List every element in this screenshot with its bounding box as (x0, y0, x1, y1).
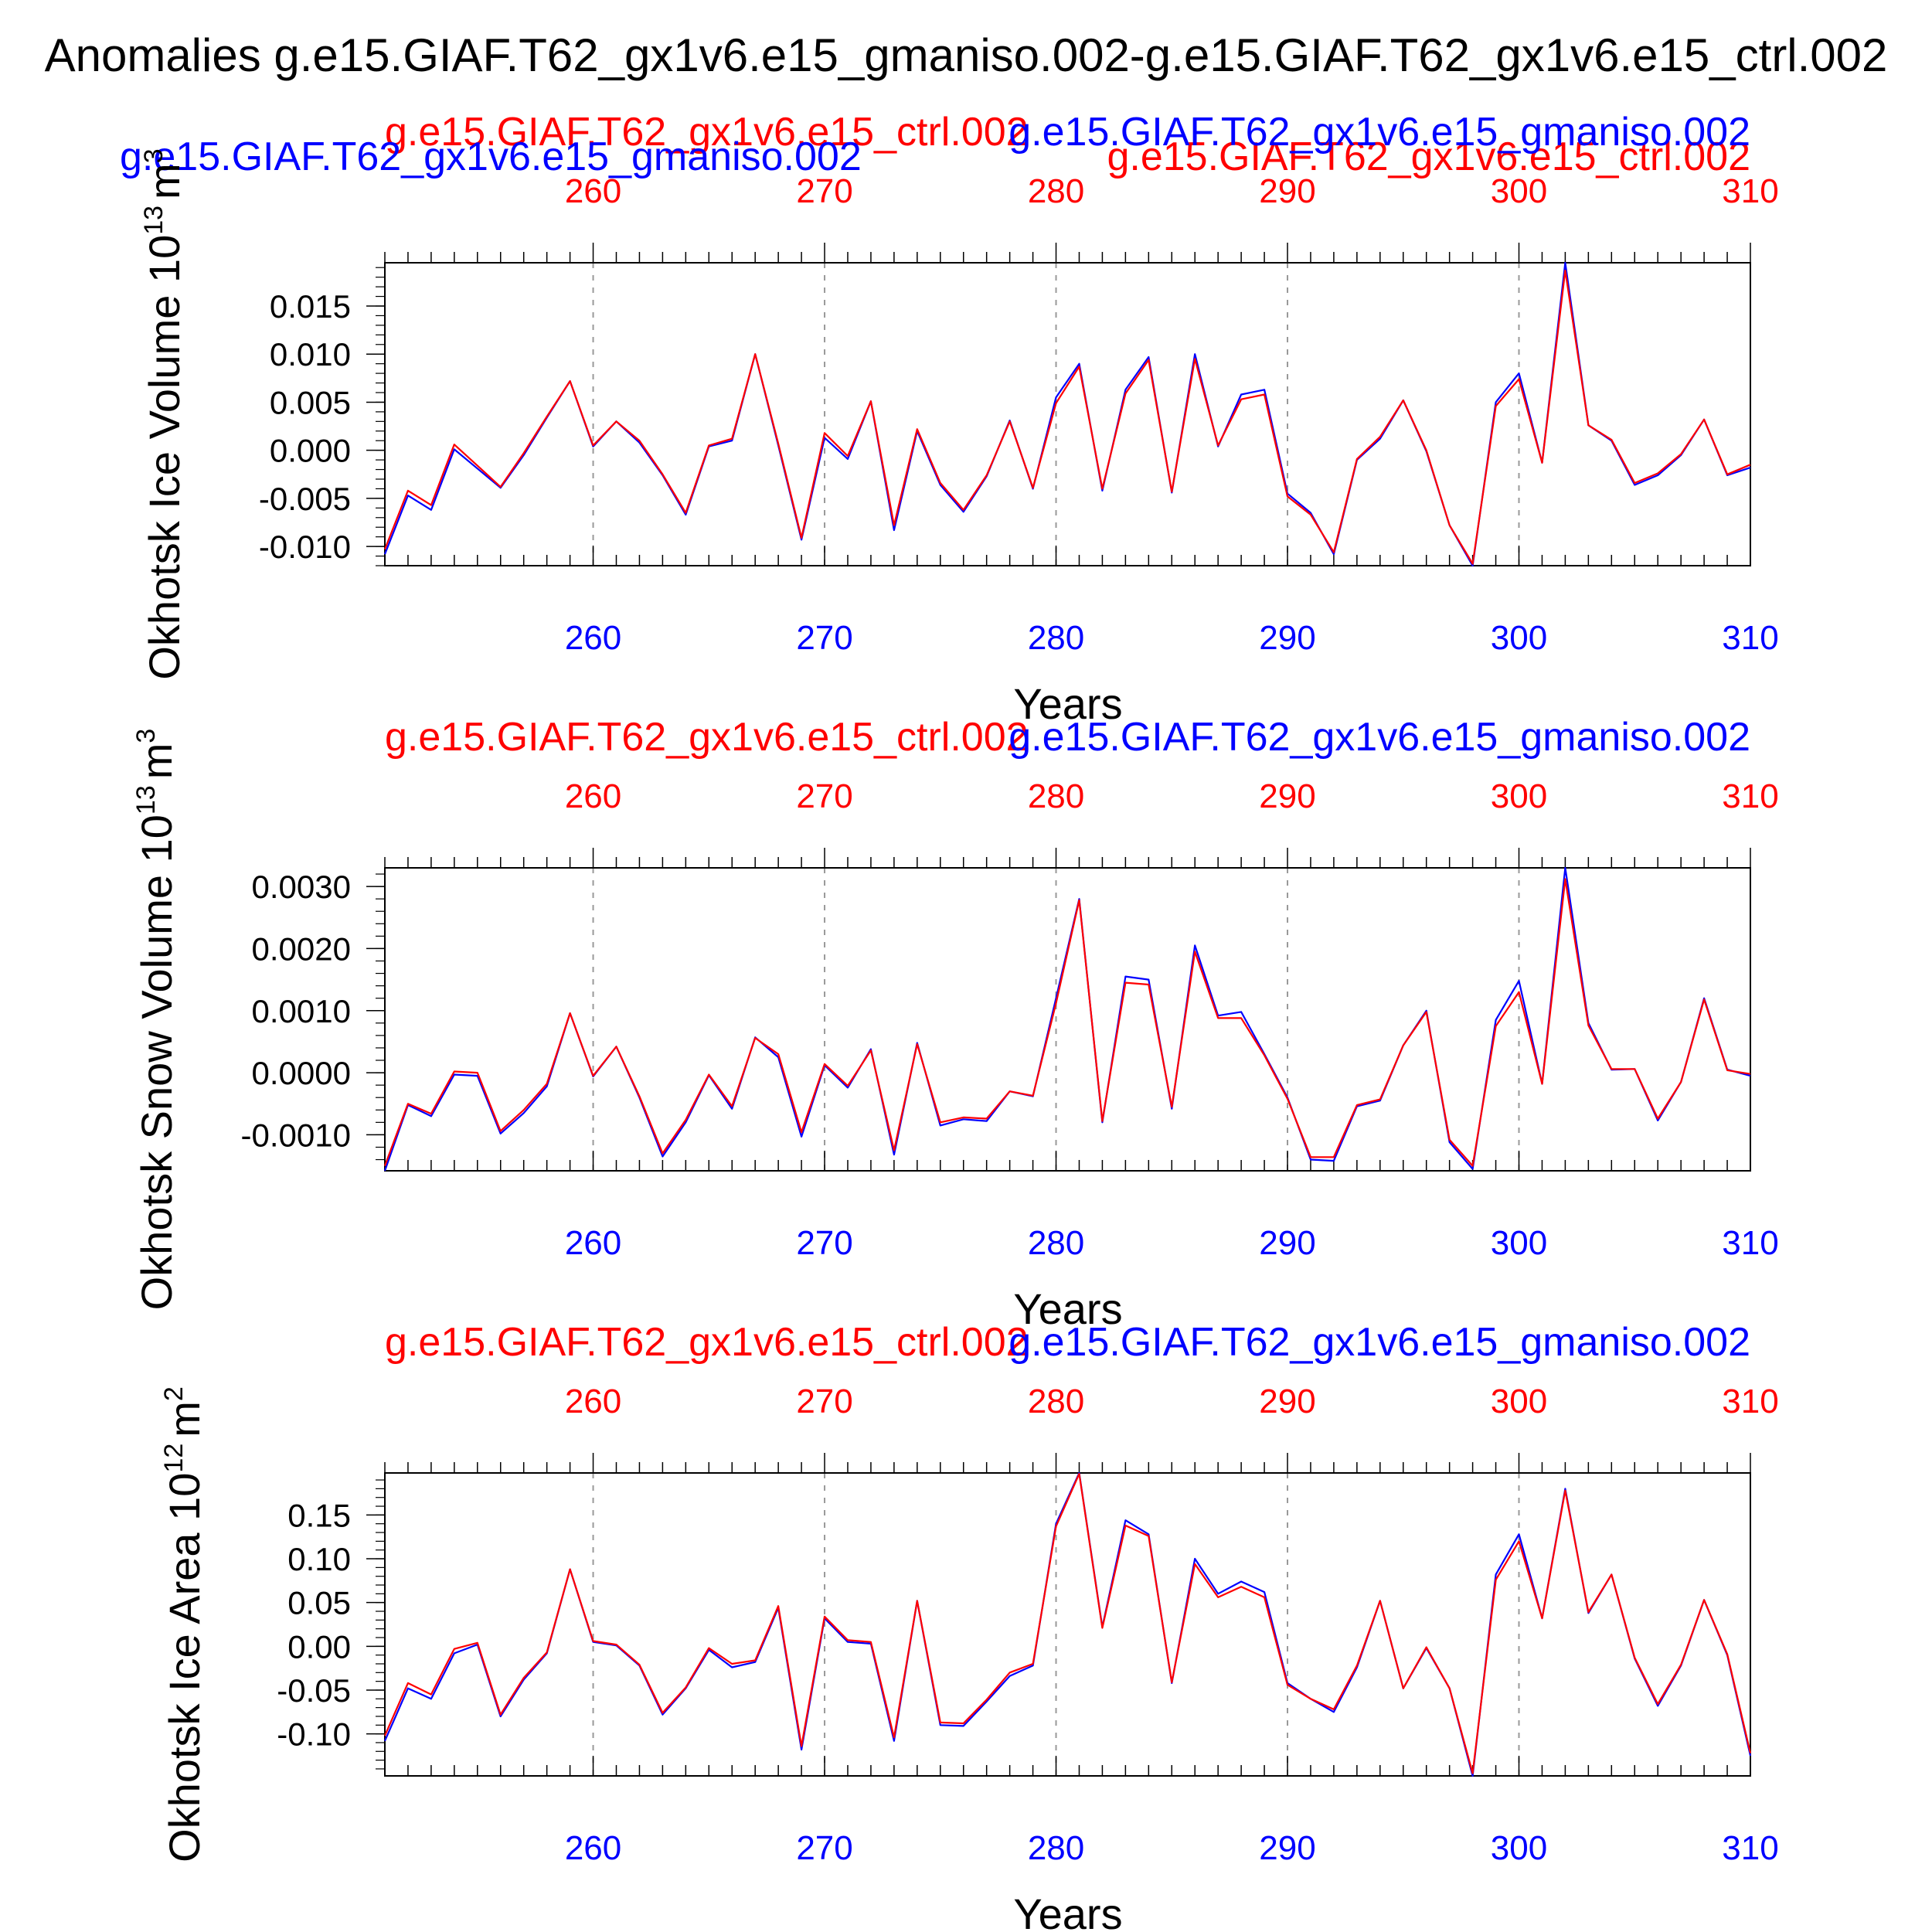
y-tick-label: 0.0010 (252, 993, 351, 1029)
x-tick-label-top: 300 (1491, 777, 1547, 815)
x-tick-label: 300 (1491, 619, 1547, 657)
x-tick-label: 280 (1028, 1829, 1084, 1867)
series-line-experiment (383, 261, 1751, 567)
x-tick-label-top: 280 (1028, 172, 1084, 210)
y-tick-label: 0.0000 (252, 1055, 351, 1091)
series-line-experiment (383, 866, 1751, 1172)
x-tick-label: 300 (1491, 1829, 1547, 1867)
y-tick-label: 0.015 (270, 288, 351, 325)
x-tick-label: 280 (1028, 619, 1084, 657)
x-tick-label: 290 (1259, 1224, 1315, 1262)
series-label-experiment: g.e15.GIAF.T62_gx1v6.e15_gmaniso.002 (1009, 110, 1750, 155)
series-label-control: g.e15.GIAF.T62_gx1v6.e15_ctrl.002 (385, 110, 1029, 155)
y-axis-title: Okhotsk Ice Volume 1013m3 (139, 148, 189, 679)
x-tick-label-top: 310 (1722, 1383, 1778, 1420)
y-tick-label: 0.0020 (252, 930, 351, 967)
x-tick-label: 310 (1722, 619, 1778, 657)
x-tick-label-top: 300 (1491, 172, 1547, 210)
x-tick-label-top: 270 (796, 777, 852, 815)
x-axis-title: Years (1013, 679, 1122, 728)
y-tick-label: -0.0010 (241, 1117, 351, 1153)
chart-panel-3: g.e15.GIAF.T62_gx1v6.e15_ctrl.002g.e15.G… (159, 1320, 1779, 1932)
x-tick-label: 290 (1259, 619, 1315, 657)
y-tick-label: 0.0030 (252, 869, 351, 905)
y-tick-label: -0.005 (259, 481, 351, 517)
series-label-experiment: g.e15.GIAF.T62_gx1v6.e15_gmaniso.002 (1009, 1320, 1750, 1365)
y-tick-label: -0.010 (259, 529, 351, 565)
x-axis-title: Years (1013, 1889, 1122, 1932)
y-tick-label: 0.15 (287, 1497, 351, 1533)
x-tick-label: 280 (1028, 1224, 1084, 1262)
x-tick-label-top: 280 (1028, 1383, 1084, 1420)
x-tick-label-top: 300 (1491, 1383, 1547, 1420)
x-tick-label-top: 290 (1259, 172, 1315, 210)
plot-frame (384, 1472, 1751, 1777)
y-tick-label: 0.10 (287, 1541, 351, 1577)
x-tick-label-top: 290 (1259, 1383, 1315, 1420)
series-label-control: g.e15.GIAF.T62_gx1v6.e15_ctrl.002 (385, 715, 1029, 760)
x-axis-title: Years (1013, 1284, 1122, 1333)
series-line-control (383, 1472, 1752, 1774)
x-tick-label: 310 (1722, 1829, 1778, 1867)
chart-panel-2: g.e15.GIAF.T62_gx1v6.e15_ctrl.002g.e15.G… (131, 715, 1779, 1333)
x-tick-label: 270 (796, 1829, 852, 1867)
plot-frame (384, 262, 1751, 566)
x-tick-label-top: 290 (1259, 777, 1315, 815)
x-tick-label: 260 (565, 1224, 621, 1262)
x-tick-label-top: 260 (565, 172, 621, 210)
y-tick-label: 0.00 (287, 1628, 351, 1665)
chart-panel-1: g.e15.GIAF.T62_gx1v6.e15_ctrl.002g.e15.G… (120, 110, 1779, 728)
series-line-control (383, 269, 1751, 565)
x-tick-label: 260 (565, 619, 621, 657)
x-tick-label-top: 310 (1722, 172, 1778, 210)
x-tick-label-top: 280 (1028, 777, 1084, 815)
y-tick-label: 0.05 (287, 1585, 351, 1621)
y-tick-label: 0.010 (270, 336, 351, 372)
series-label-experiment-left: g.e15.GIAF.T62_gx1v6.e15_gmaniso.002 (120, 134, 862, 179)
x-tick-label-top: 310 (1722, 777, 1778, 815)
series-label-experiment: g.e15.GIAF.T62_gx1v6.e15_gmaniso.002 (1009, 715, 1750, 760)
y-axis-title: Okhotsk Ice Area 1012m2 (159, 1386, 209, 1862)
y-axis-title: Okhotsk Snow Volume 1013m3 (131, 729, 181, 1311)
y-tick-label: -0.05 (277, 1672, 351, 1709)
series-line-control (383, 878, 1751, 1167)
y-tick-label: 0.000 (270, 433, 351, 469)
x-tick-label: 300 (1491, 1224, 1547, 1262)
x-tick-label: 290 (1259, 1829, 1315, 1867)
x-tick-label-top: 270 (796, 1383, 852, 1420)
x-tick-label-top: 270 (796, 172, 852, 210)
x-tick-label: 310 (1722, 1224, 1778, 1262)
main-title: Anomalies g.e15.GIAF.T62_gx1v6.e15_gmani… (45, 29, 1888, 81)
y-tick-label: 0.005 (270, 384, 351, 420)
series-label-control-right: g.e15.GIAF.T62_gx1v6.e15_ctrl.002 (1107, 134, 1750, 179)
series-label-control: g.e15.GIAF.T62_gx1v6.e15_ctrl.002 (385, 1320, 1029, 1365)
plot-frame (384, 867, 1751, 1172)
x-tick-label: 270 (796, 619, 852, 657)
x-tick-label: 260 (565, 1829, 621, 1867)
series-line-experiment (383, 1471, 1752, 1777)
x-tick-label-top: 260 (565, 777, 621, 815)
x-tick-label-top: 260 (565, 1383, 621, 1420)
y-tick-label: -0.10 (277, 1716, 351, 1753)
x-tick-label: 270 (796, 1224, 852, 1262)
